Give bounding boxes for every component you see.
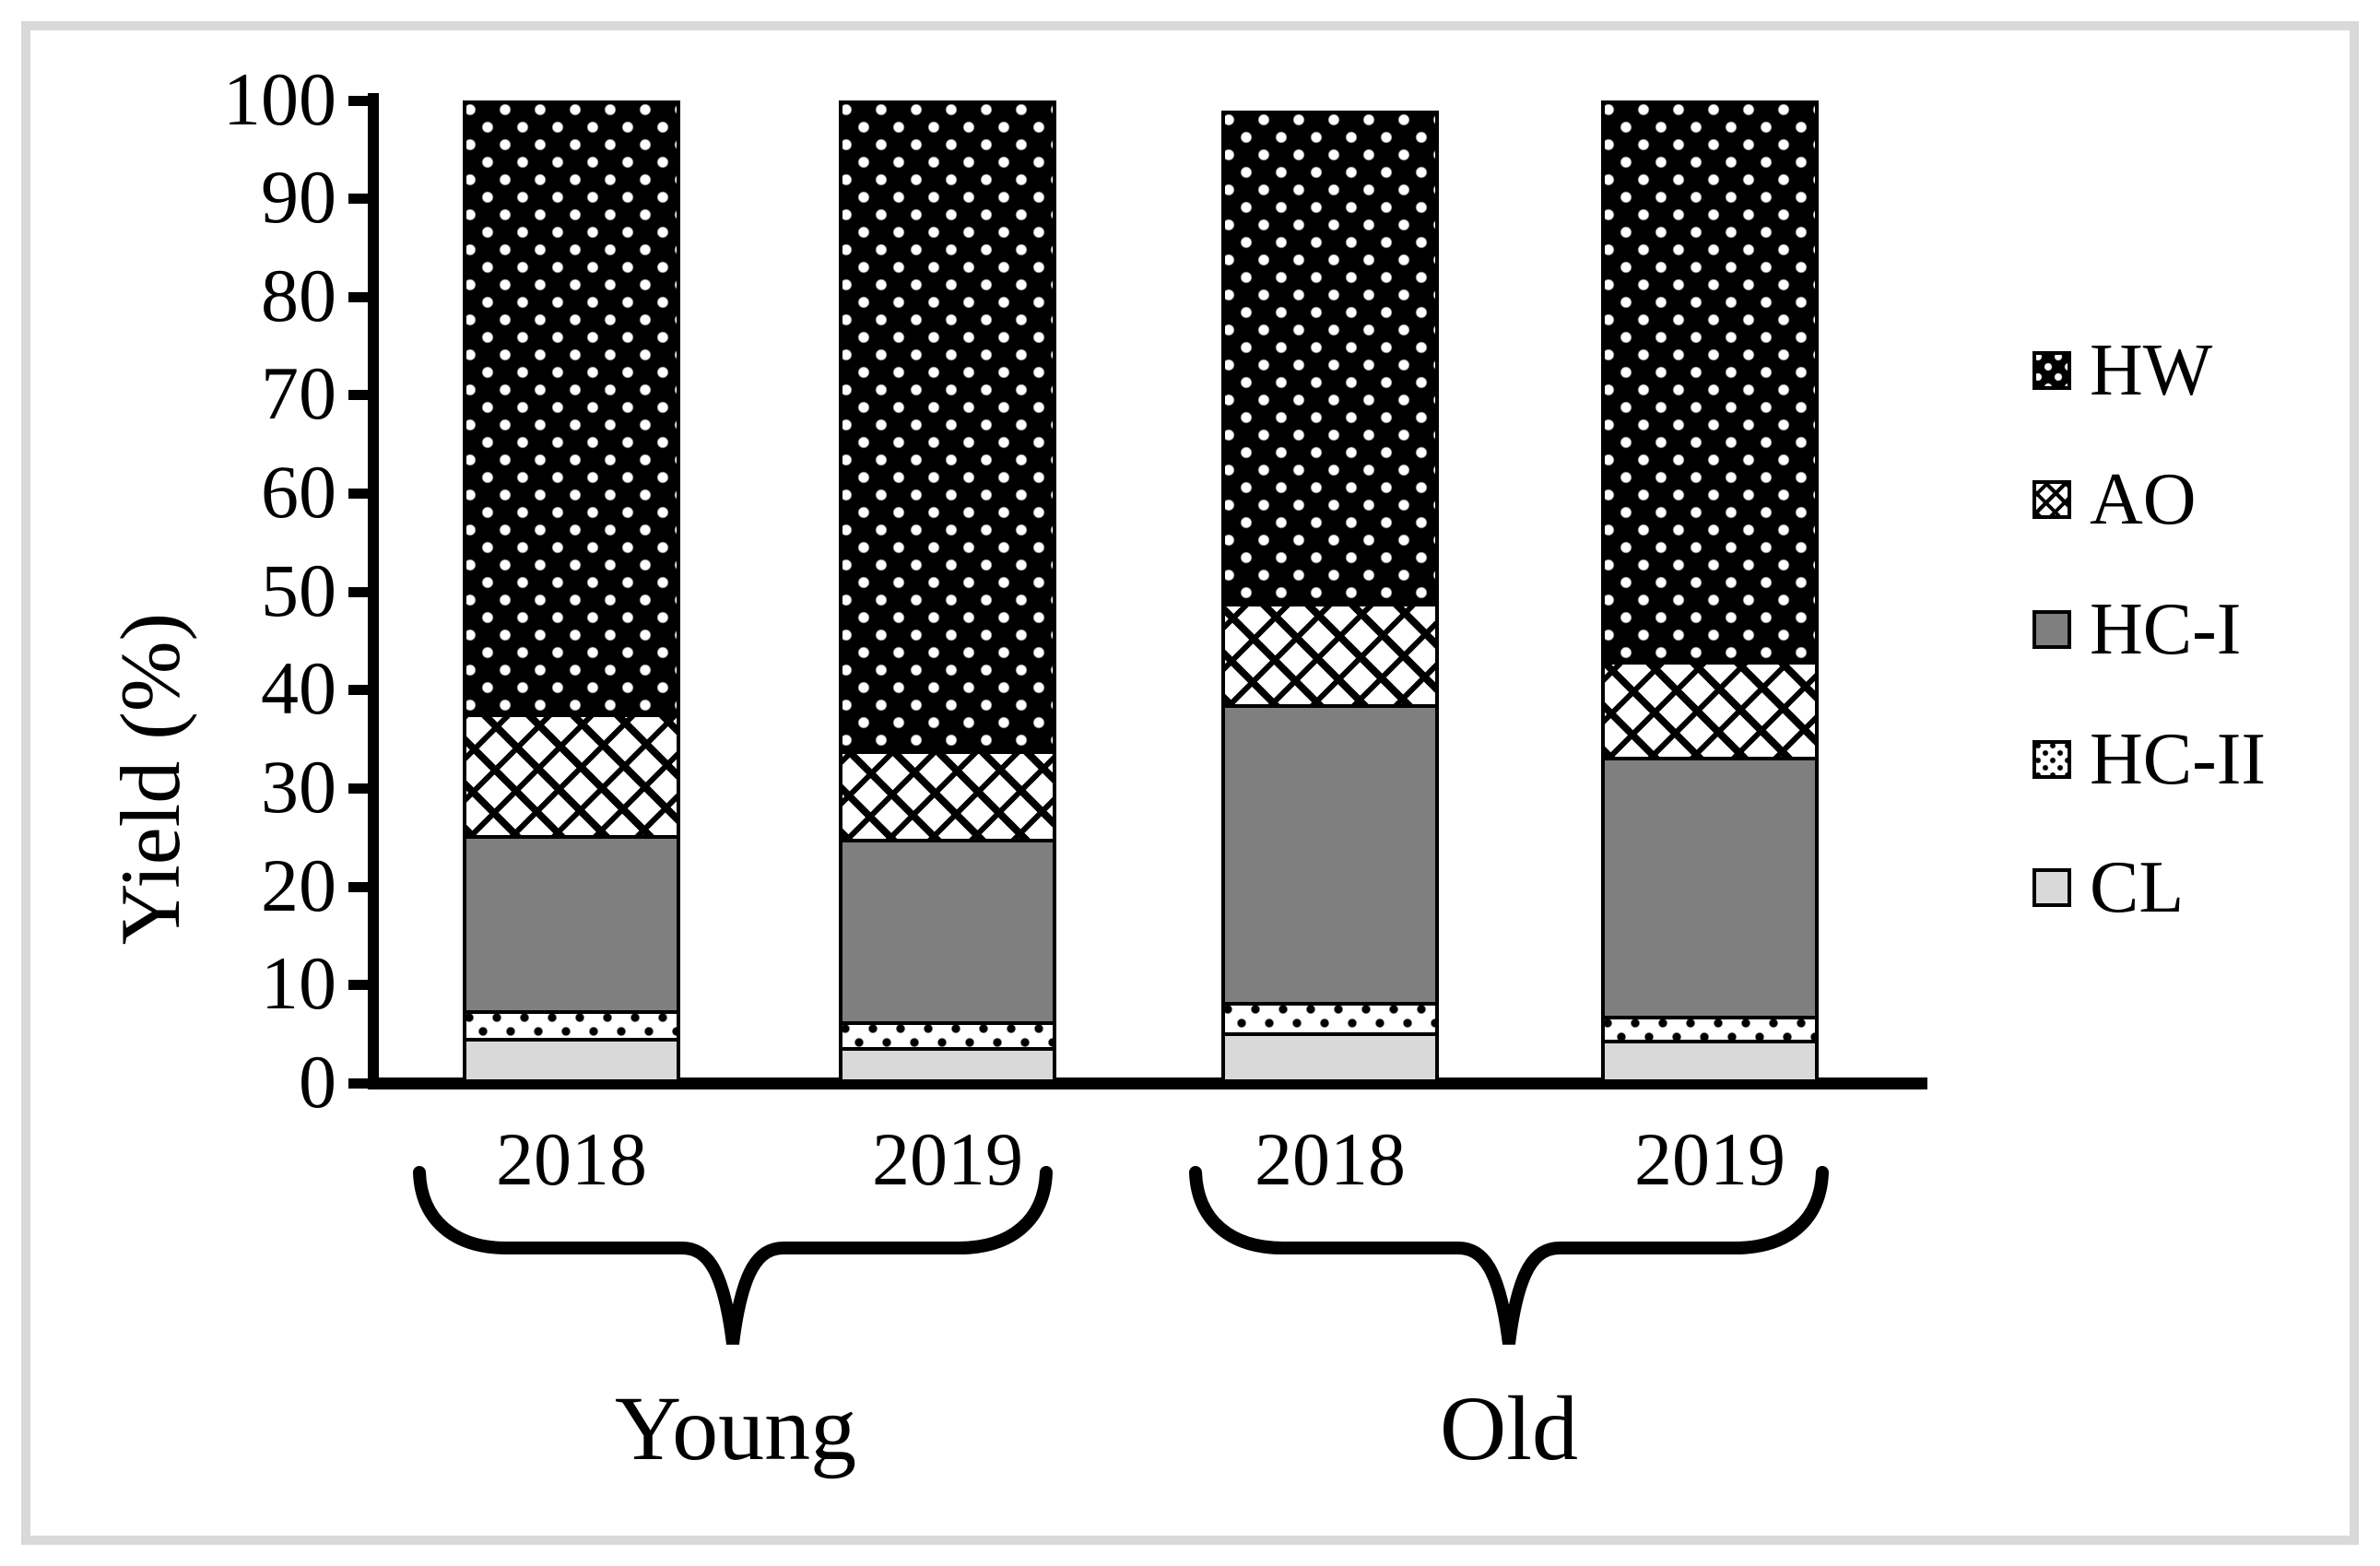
segment-hw-old-2019 xyxy=(1605,103,1815,662)
legend-label: HC-II xyxy=(2090,719,2267,800)
y-tick xyxy=(348,881,373,892)
segment-hw-old-2018 xyxy=(1225,114,1435,604)
group-label-old: Old xyxy=(1440,1377,1578,1479)
legend-label: HW xyxy=(2090,330,2213,411)
y-tick xyxy=(348,489,373,500)
segment-cl-young-2018 xyxy=(466,1037,677,1079)
legend-label: AO xyxy=(2090,459,2197,540)
legend-label: CL xyxy=(2090,847,2185,928)
legend-item-hw: HW xyxy=(2032,332,2212,409)
segment-hc-ii-young-2019 xyxy=(842,1020,1053,1048)
legend-item-hc-ii: HC-II xyxy=(2032,721,2266,798)
y-tick-label: 0 xyxy=(299,1040,336,1124)
legend-item-cl: CL xyxy=(2032,849,2184,926)
legend-swatch-ao-icon xyxy=(2032,480,2071,519)
y-tick-label: 10 xyxy=(261,941,336,1026)
segment-cl-young-2019 xyxy=(842,1047,1053,1079)
y-tick xyxy=(348,586,373,597)
segment-hc-ii-old-2019 xyxy=(1605,1016,1815,1040)
brace-old xyxy=(1189,1166,1829,1345)
y-tick xyxy=(348,194,373,205)
x-tick-label: 2018 xyxy=(1255,1117,1406,1201)
segment-hw-young-2019 xyxy=(842,103,1053,751)
y-tick-label: 70 xyxy=(261,351,336,436)
segment-hc-i-young-2019 xyxy=(842,839,1053,1021)
y-tick-label: 20 xyxy=(261,842,336,927)
segment-hc-i-old-2018 xyxy=(1225,704,1435,1003)
segment-ao-young-2018 xyxy=(466,712,677,835)
segment-hc-i-young-2018 xyxy=(466,834,677,1010)
segment-hc-ii-old-2018 xyxy=(1225,1002,1435,1033)
y-tick xyxy=(348,980,373,991)
legend-label: HC-I xyxy=(2090,589,2242,670)
legend-item-hc-i: HC-I xyxy=(2032,591,2241,668)
stacked-bar-old-2019 xyxy=(1601,100,1819,1083)
x-tick-label: 2019 xyxy=(1634,1117,1785,1201)
segment-ao-old-2018 xyxy=(1225,603,1435,705)
x-tick-label: 2018 xyxy=(496,1117,647,1201)
legend-swatch-hc-i-icon xyxy=(2032,610,2071,649)
segment-cl-old-2018 xyxy=(1225,1032,1435,1079)
figure-frame xyxy=(21,21,2359,1545)
y-axis-title: Yield (%) xyxy=(103,612,197,946)
segment-cl-old-2019 xyxy=(1605,1039,1815,1079)
y-tick-label: 50 xyxy=(261,548,336,632)
y-tick-label: 90 xyxy=(261,155,336,240)
y-tick xyxy=(348,685,373,696)
stacked-bar-old-2018 xyxy=(1221,111,1439,1083)
segment-hw-young-2018 xyxy=(466,103,677,713)
y-tick xyxy=(348,1078,373,1089)
y-tick-label: 100 xyxy=(223,56,336,141)
brace-young xyxy=(413,1166,1053,1345)
segment-hc-ii-young-2018 xyxy=(466,1009,677,1038)
y-tick xyxy=(348,783,373,795)
group-label-young: Young xyxy=(614,1377,857,1479)
y-axis-line xyxy=(368,93,379,1089)
stacked-bar-young-2018 xyxy=(463,100,680,1083)
y-tick xyxy=(348,95,373,106)
legend-item-ao: AO xyxy=(2032,461,2197,538)
y-tick xyxy=(348,291,373,302)
x-axis-line xyxy=(368,1077,1927,1089)
y-tick xyxy=(348,390,373,401)
segment-hc-i-old-2019 xyxy=(1605,756,1815,1017)
y-tick-label: 40 xyxy=(261,646,336,731)
segment-ao-young-2019 xyxy=(842,750,1053,840)
legend-swatch-cl-icon xyxy=(2032,868,2071,907)
y-tick-label: 80 xyxy=(261,253,336,337)
segment-ao-old-2019 xyxy=(1605,661,1815,757)
legend-swatch-hw-icon xyxy=(2032,351,2071,390)
stacked-bar-young-2019 xyxy=(839,100,1056,1083)
y-tick-label: 30 xyxy=(261,745,336,830)
legend-swatch-hc-ii-icon xyxy=(2032,740,2071,779)
x-tick-label: 2019 xyxy=(872,1117,1023,1201)
y-tick-label: 60 xyxy=(261,450,336,535)
